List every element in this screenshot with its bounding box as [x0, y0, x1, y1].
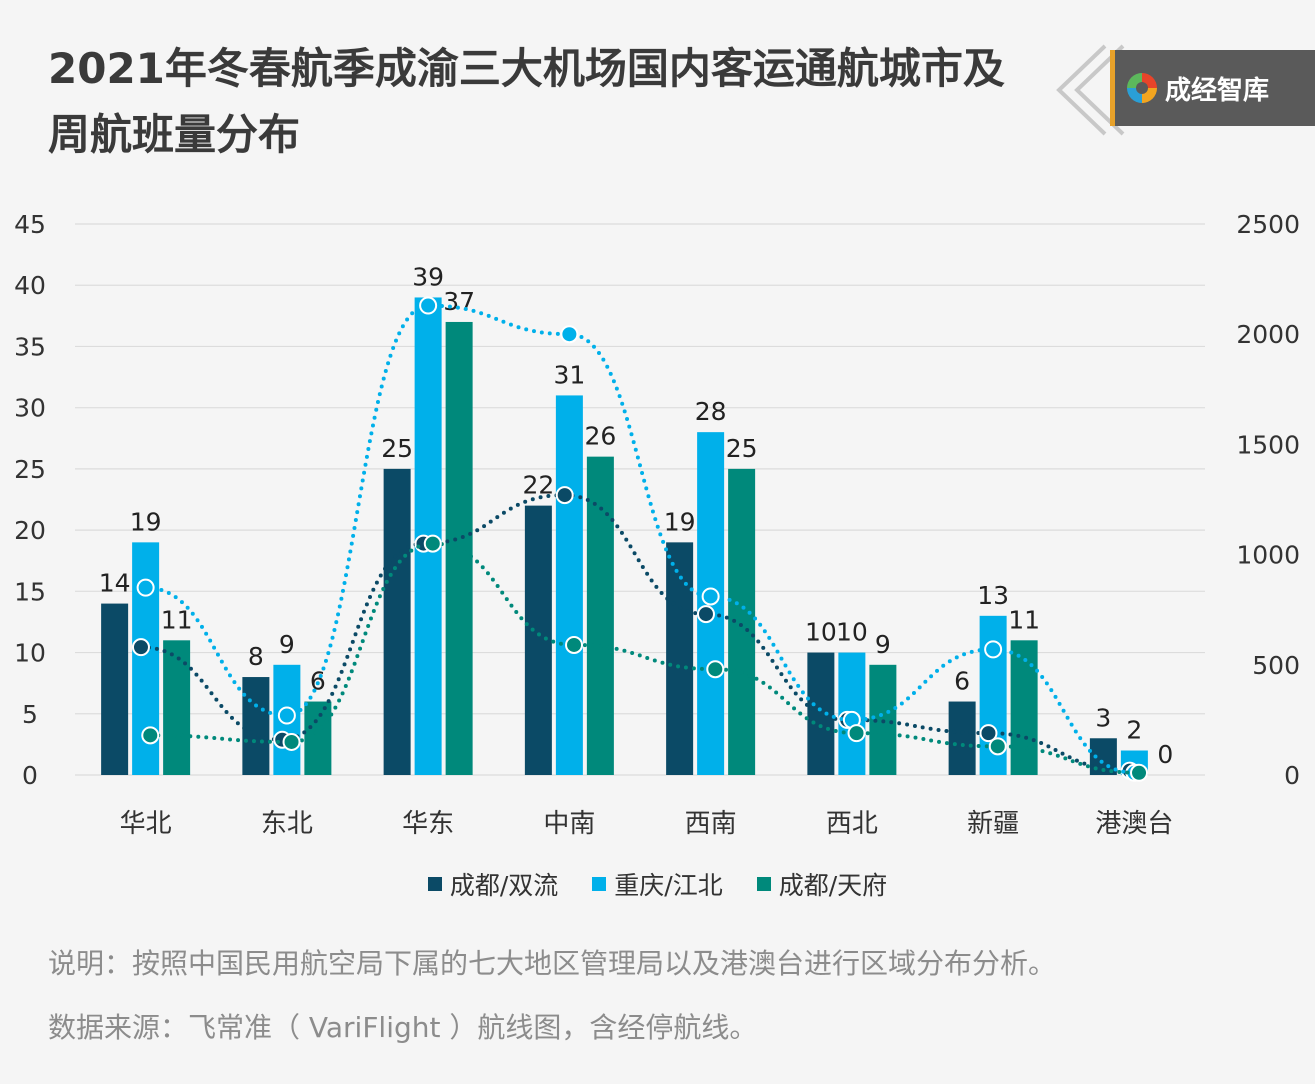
bar [948, 701, 976, 775]
legend-swatch [756, 877, 771, 891]
x-tick-label: 中南 [543, 809, 595, 839]
y-left-tick-label: 45 [14, 210, 46, 239]
bar-value-label: 6 [954, 667, 970, 696]
line-point [701, 587, 720, 606]
line-point [423, 534, 442, 553]
line-point [560, 325, 579, 344]
y-right-tick-label: 2000 [1236, 320, 1300, 349]
x-tick-label: 西北 [826, 809, 878, 839]
chengjing-logo-icon [1127, 73, 1157, 103]
y-right-tick-label: 1000 [1236, 541, 1300, 570]
line-series [143, 303, 1137, 775]
line-point [277, 706, 296, 725]
bar-value-label: 25 [381, 434, 413, 463]
bar [555, 395, 583, 775]
y-left-tick-label: 0 [22, 761, 38, 790]
bar [1010, 640, 1038, 775]
y-left-tick-label: 20 [14, 516, 46, 545]
note-explanation: 说明：按照中国民用航空局下属的七大地区管理局以及港澳台进行区域分布分析。 [48, 947, 1057, 980]
y-left-tick-label: 40 [14, 271, 46, 300]
line-point [984, 640, 1003, 659]
y-right-tick-label: 2500 [1236, 210, 1300, 239]
bar-value-label: 28 [695, 397, 727, 426]
chevron-decoration-icon [1056, 44, 1125, 136]
brand-box: 成经智库 [1110, 50, 1315, 126]
bar-value-label: 3 [1095, 703, 1111, 732]
bar-value-label: 11 [1008, 605, 1040, 634]
legend-label: 成都/双流 [449, 871, 559, 900]
line-point [282, 732, 301, 751]
bar [728, 468, 756, 775]
legend-swatch [427, 877, 442, 891]
chart-legend: 成都/双流 重庆/江北 成都/天府 [0, 866, 1315, 902]
y-left-tick-label: 25 [14, 455, 46, 484]
y-left-tick-label: 10 [14, 639, 46, 668]
legend-swatch [592, 877, 607, 891]
bar-value-label: 8 [248, 642, 264, 671]
bar-value-label: 26 [584, 422, 616, 451]
bar [586, 456, 614, 775]
line-point [847, 724, 866, 743]
bar [242, 677, 270, 775]
bar-value-label: 9 [279, 630, 295, 659]
x-tick-label: 华东 [402, 809, 454, 839]
bar-value-label: 31 [553, 360, 585, 389]
brand-name: 成经智库 [1165, 75, 1270, 106]
y-right-tick-label: 1500 [1236, 430, 1300, 459]
x-tick-label: 新疆 [967, 809, 1019, 839]
bar-value-label: 39 [412, 262, 444, 291]
y-left-tick-label: 30 [14, 394, 46, 423]
y-right-tick-label: 500 [1252, 651, 1300, 680]
legend-label: 重庆/江北 [614, 871, 723, 900]
line-point [988, 737, 1007, 756]
bar-value-label: 10 [836, 618, 868, 647]
legend-item-chengdu-tianfu: 成都/天府 [756, 866, 888, 902]
bar-value-label: 2 [1126, 716, 1142, 745]
line-point [696, 605, 715, 624]
bar-value-label: 6 [310, 667, 326, 696]
line-point [131, 638, 150, 657]
chart-title: 2021年冬春航季成渝三大机场国内客运通航城市及周航班量分布 [48, 44, 1005, 159]
line-point [419, 296, 438, 315]
x-tick-label: 东北 [261, 809, 313, 839]
bar-value-label: 14 [99, 569, 131, 598]
line-point [141, 726, 160, 745]
bar [101, 603, 129, 775]
line-point [706, 660, 725, 679]
line-point [136, 578, 155, 597]
bar-value-label: 0 [1157, 740, 1173, 769]
bar-value-label: 37 [443, 287, 475, 316]
bar [666, 542, 694, 775]
bar [524, 505, 552, 775]
legend-item-chongqing-jiangbei: 重庆/江北 [592, 866, 723, 902]
legend-item-chengdu-shuangliu: 成都/双流 [427, 866, 559, 902]
note-source: 数据来源：飞常准（ VariFlight ）航线图，含经停航线。 [48, 1011, 758, 1044]
y-right-tick-label: 0 [1284, 761, 1300, 790]
bar-value-label: 19 [130, 507, 162, 536]
bar [163, 640, 191, 775]
bar-value-label: 9 [875, 630, 891, 659]
x-tick-label: 华北 [120, 809, 172, 839]
line-point [979, 724, 998, 743]
y-left-tick-label: 35 [14, 332, 46, 361]
y-left-tick-label: 5 [22, 700, 38, 729]
bar-value-label: 10 [805, 618, 837, 647]
y-left-tick-label: 15 [14, 577, 46, 606]
line-point [1130, 763, 1149, 782]
bar-value-label: 19 [664, 507, 696, 536]
line-point [565, 635, 584, 654]
brand-badge: 成经智库 [1045, 44, 1315, 140]
legend-label: 成都/天府 [778, 871, 888, 900]
line-point [555, 486, 574, 505]
bar-value-label: 11 [161, 605, 193, 634]
bar [383, 468, 411, 775]
line-series [148, 541, 1142, 775]
bar-value-label: 13 [977, 581, 1009, 610]
x-tick-label: 港澳台 [1095, 809, 1173, 839]
chart-area: 05101520253035404505001000150020002500华北… [14, 210, 1300, 839]
x-tick-label: 西南 [685, 809, 737, 839]
bar-value-label: 25 [726, 434, 758, 463]
